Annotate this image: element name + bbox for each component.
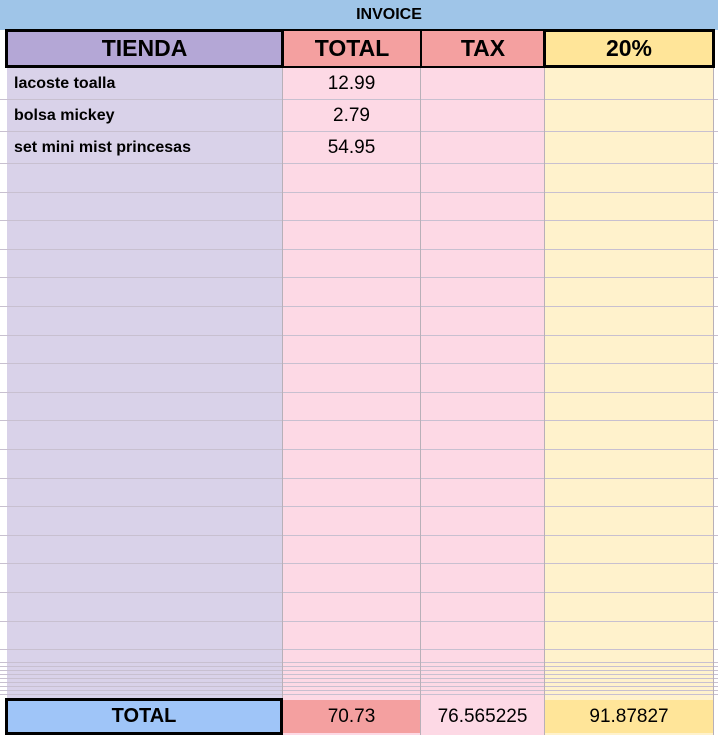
margin: [0, 0, 7, 735]
footer-total: 70.73: [283, 700, 420, 733]
row-line: [0, 478, 718, 479]
header-cell: TAX: [420, 29, 546, 68]
item-total: 2.79: [333, 104, 370, 126]
row-line: [0, 592, 718, 593]
row-line: [0, 420, 718, 421]
footer-label: TOTAL: [5, 698, 283, 735]
item-name: bolsa mickey: [14, 106, 115, 124]
row-line: [0, 192, 718, 193]
row-line: [0, 249, 718, 250]
footer-percent: 91.87827: [545, 700, 713, 733]
invoice-title: INVOICE: [0, 0, 718, 30]
column-total-tax: [283, 0, 544, 735]
footer-tax: 76.565225: [421, 700, 544, 733]
row-line: [0, 220, 718, 221]
row-line: [0, 335, 718, 336]
row-line: [0, 449, 718, 450]
row-line: [0, 694, 718, 695]
row-line: [0, 678, 718, 679]
row-line: [0, 563, 718, 564]
header-cell: TOTAL: [282, 29, 422, 68]
row-line: [0, 306, 718, 307]
row-line: [0, 131, 718, 132]
row-line: [0, 686, 718, 687]
row-line: [0, 363, 718, 364]
header-cell: 20%: [543, 29, 715, 68]
row-line: [0, 99, 718, 100]
column-divider: [713, 30, 714, 735]
row-line: [0, 649, 718, 650]
row-line: [0, 682, 718, 683]
row-line: [0, 163, 718, 164]
column-divider: [544, 30, 545, 735]
row-line: [0, 666, 718, 667]
column-tienda: [7, 0, 283, 735]
row-line: [0, 392, 718, 393]
item-name: set mini mist princesas: [14, 138, 191, 156]
column-percent: [544, 0, 713, 735]
column-divider: [420, 30, 421, 735]
header-cell: TIENDA: [5, 29, 284, 68]
row-line: [0, 662, 718, 663]
column-divider: [282, 30, 283, 735]
item-name: lacoste toalla: [14, 74, 116, 92]
row-line: [0, 670, 718, 671]
item-total: 12.99: [327, 72, 376, 94]
row-line: [0, 535, 718, 536]
row-line: [0, 621, 718, 622]
row-line: [0, 277, 718, 278]
row-line: [0, 506, 718, 507]
row-line: [0, 690, 718, 691]
row-line: [0, 674, 718, 675]
item-total: 54.95: [327, 136, 376, 158]
